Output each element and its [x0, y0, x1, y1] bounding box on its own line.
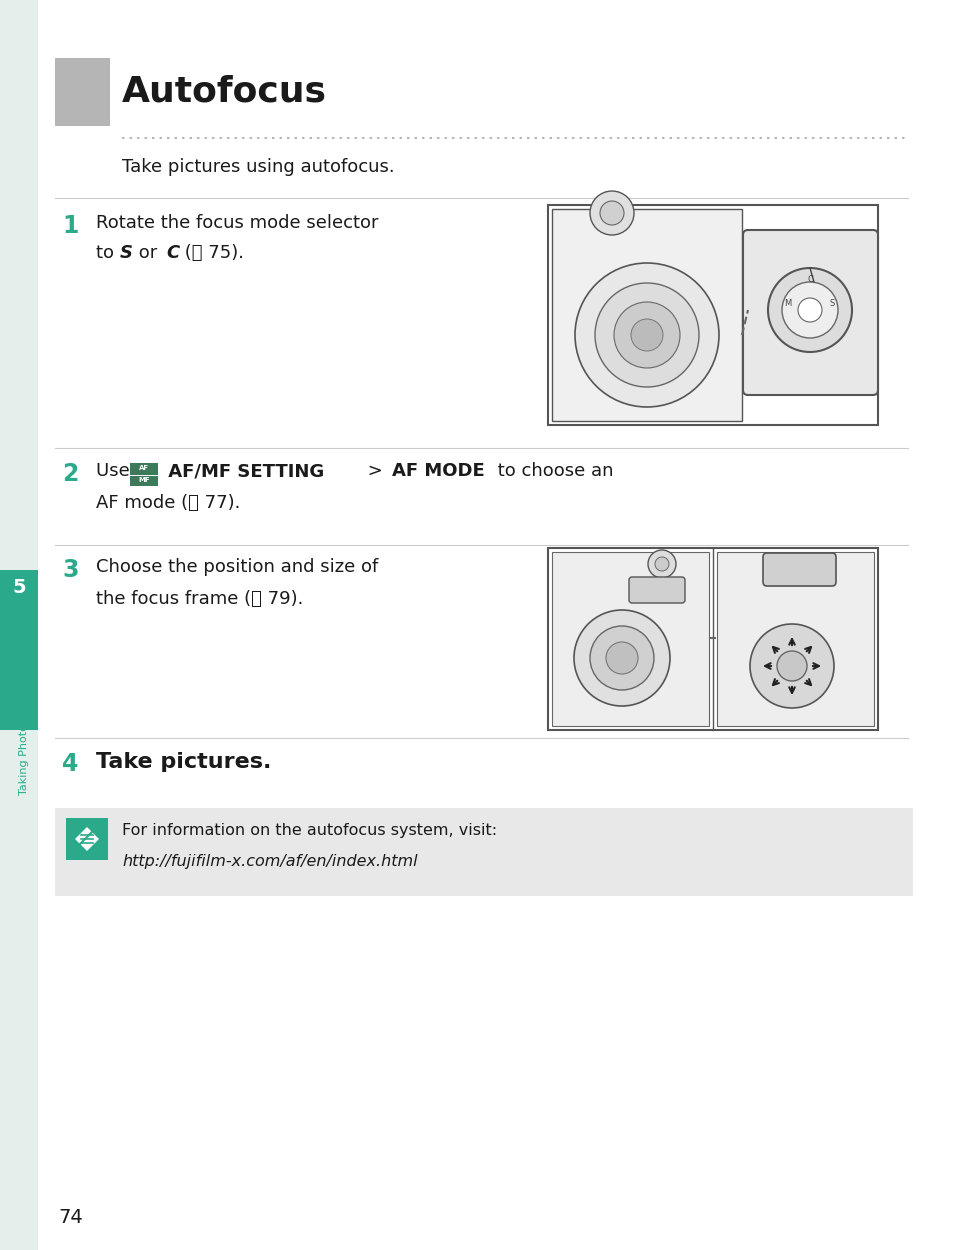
Text: AF/MF SETTING: AF/MF SETTING: [162, 462, 324, 480]
Polygon shape: [75, 828, 99, 851]
Text: M: M: [783, 300, 791, 309]
Circle shape: [595, 282, 699, 388]
Text: Take pictures using autofocus.: Take pictures using autofocus.: [122, 158, 395, 176]
Text: to choose an: to choose an: [492, 462, 613, 480]
Circle shape: [630, 319, 662, 351]
Text: AF: AF: [139, 465, 149, 471]
Text: Rotate the focus mode selector: Rotate the focus mode selector: [96, 214, 378, 232]
FancyBboxPatch shape: [742, 230, 877, 395]
Text: 3: 3: [62, 558, 78, 582]
Bar: [0, 570, 38, 730]
Circle shape: [655, 558, 668, 571]
Circle shape: [589, 626, 654, 690]
Circle shape: [776, 651, 806, 681]
FancyBboxPatch shape: [762, 552, 835, 586]
Text: http://fujifilm-x.com/af/en/index.html: http://fujifilm-x.com/af/en/index.html: [122, 854, 417, 869]
Text: Taking Photographs: Taking Photographs: [19, 685, 29, 795]
Bar: [552, 209, 741, 421]
Circle shape: [574, 610, 669, 706]
Text: S: S: [120, 244, 132, 262]
Text: the focus frame (📖 79).: the focus frame (📖 79).: [96, 590, 303, 608]
FancyBboxPatch shape: [628, 578, 684, 602]
Circle shape: [781, 282, 837, 338]
Text: Choose the position and size of: Choose the position and size of: [96, 558, 377, 576]
Bar: [547, 548, 877, 730]
Text: Autofocus: Autofocus: [122, 75, 327, 109]
Circle shape: [605, 642, 638, 674]
Text: 2: 2: [62, 462, 78, 486]
Bar: [55, 58, 110, 126]
Circle shape: [647, 550, 676, 578]
Bar: [552, 552, 708, 726]
Circle shape: [599, 201, 623, 225]
Text: S: S: [828, 300, 834, 309]
Circle shape: [767, 268, 851, 352]
Text: For information on the autofocus system, visit:: For information on the autofocus system,…: [122, 822, 497, 838]
Text: 5: 5: [12, 578, 26, 598]
Text: AF MODE: AF MODE: [392, 462, 484, 480]
Text: C: C: [806, 275, 812, 285]
Bar: [0, 0, 38, 1250]
Bar: [717, 552, 873, 726]
Text: 74: 74: [58, 1208, 83, 1228]
Bar: [547, 205, 877, 425]
Circle shape: [797, 298, 821, 322]
Text: or: or: [132, 244, 163, 262]
Text: 4: 4: [62, 752, 78, 776]
Text: >: >: [361, 462, 388, 480]
Text: Take pictures.: Take pictures.: [96, 752, 271, 772]
Circle shape: [589, 191, 634, 235]
Circle shape: [575, 262, 719, 408]
Text: C: C: [166, 244, 179, 262]
Text: AF mode (📖 77).: AF mode (📖 77).: [96, 494, 240, 512]
Bar: [66, 818, 108, 860]
Text: Use: Use: [96, 462, 135, 480]
Circle shape: [749, 624, 833, 707]
Bar: [130, 462, 158, 486]
Text: to: to: [96, 244, 120, 262]
Bar: [55, 808, 912, 896]
Text: (📖 75).: (📖 75).: [179, 244, 244, 262]
Text: 1: 1: [62, 214, 78, 238]
Circle shape: [614, 302, 679, 368]
Text: MF: MF: [138, 478, 150, 484]
